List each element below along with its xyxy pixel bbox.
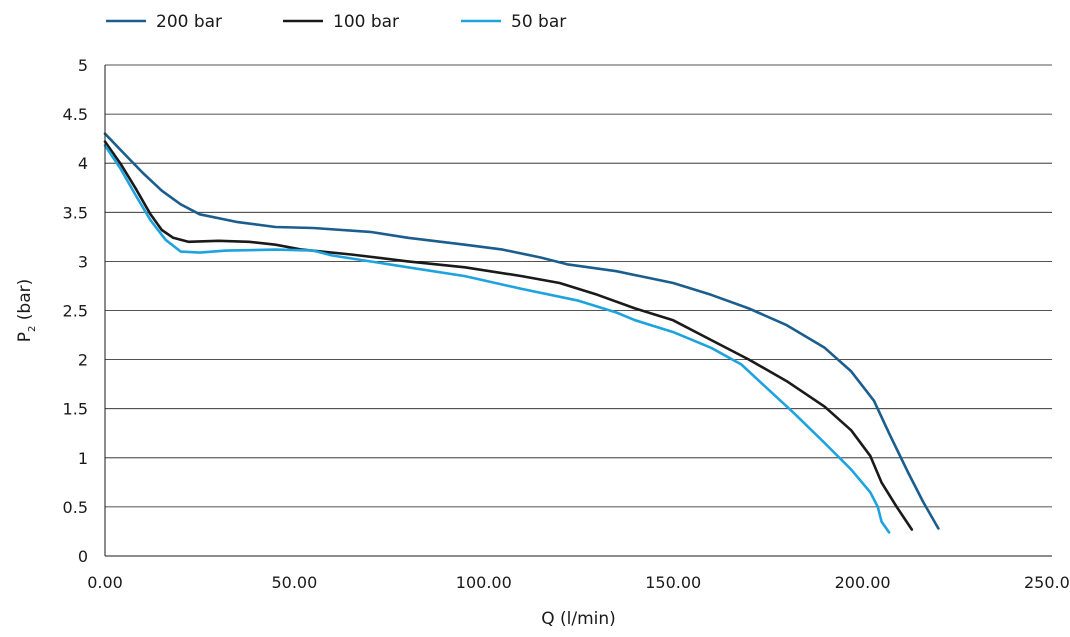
x-tick-label: 100.00 [456,573,512,592]
y-tick-label: 1 [78,449,88,468]
series-line-50-bar [103,144,891,534]
y-tick-label: 3 [78,252,88,271]
legend-label: 100 bar [333,12,399,32]
x-tick-label: 50.00 [271,573,317,592]
y-tick-label: 4 [78,154,88,173]
y-axis-label-main: P [15,332,35,342]
x-tick-label: 250.00 [1024,573,1070,592]
y-tick-label: 3.5 [63,203,88,222]
grid-lines [105,64,1052,508]
tick-labels: 00.511.522.533.544.550.00 50.00 100.00 150.… [63,56,1070,592]
y-tick-label: 2 [78,351,88,370]
y-axis-label: P2 (bar) [15,279,38,343]
x-axis-label: Q (l/min) [541,609,616,629]
series-line-200-bar [103,132,940,530]
series-lines [103,132,940,534]
y-axis-label-subscript: 2 [27,326,38,332]
chart-legend: 200 bar 100 bar 50 bar [106,12,566,32]
y-axis-label-suffix: (bar) [15,279,35,326]
y-tick-label: 2.5 [63,302,88,321]
y-tick-label: 4.5 [63,105,88,124]
x-tick-label: 150.00 [645,573,701,592]
series-line-100-bar [103,140,914,531]
y-tick-label: 0.5 [63,498,88,517]
y-tick-label: 5 [78,56,88,75]
axes [104,65,1052,557]
y-tick-label: 1.5 [63,400,88,419]
x-tick-label: 0.00 [87,573,123,592]
legend-label: 200 bar [156,12,222,32]
x-tick-label: 200.00 [835,573,891,592]
y-tick-label: 0 [78,547,88,566]
legend-label: 50 bar [511,12,566,32]
